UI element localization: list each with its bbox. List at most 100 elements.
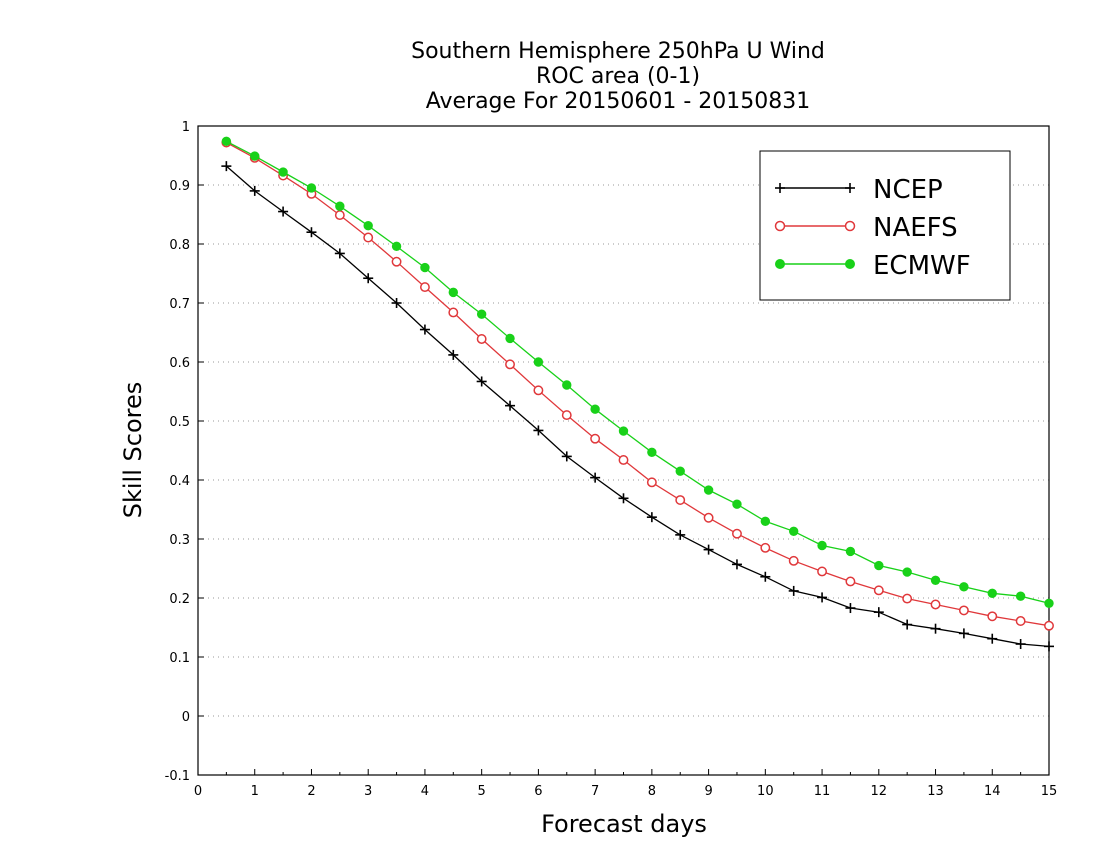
- y-axis: -0.1 0 0.1 0.2 0.3 0.4 0.5 0.6 0.7 0.8 0.9 1: [165, 120, 204, 784]
- data-point-naefs: [561, 410, 572, 421]
- data-point-naefs: [476, 334, 487, 344]
- data-point-ncep: [561, 451, 572, 462]
- data-point-naefs: [363, 232, 374, 243]
- data-point-naefs: [646, 477, 657, 488]
- data-point-ncep: [249, 185, 260, 196]
- data-point-ncep: [987, 633, 998, 644]
- x-tick-label: 13: [927, 784, 944, 799]
- data-point-ecmwf: [703, 485, 714, 495]
- x-axis-label: Forecast days: [541, 810, 707, 838]
- series-ncep: [221, 161, 1054, 652]
- data-point-ncep: [873, 607, 884, 618]
- data-point-ncep: [845, 603, 856, 614]
- data-point-naefs: [448, 307, 459, 318]
- legend-marker-naefs: [844, 220, 856, 232]
- legend-marker-ncep: [775, 183, 785, 193]
- data-point-ecmwf: [760, 516, 771, 526]
- y-tick-label: 0.8: [169, 238, 190, 253]
- x-tick-label: 0: [194, 784, 202, 799]
- x-tick-label: 8: [648, 784, 656, 799]
- data-point-ecmwf: [959, 582, 969, 592]
- data-point-ecmwf: [618, 426, 629, 436]
- legend-label-ecmwf: ECMWF: [873, 251, 971, 281]
- data-point-ecmwf: [845, 546, 856, 557]
- data-point-ncep: [731, 559, 742, 570]
- grid: [198, 184, 1049, 717]
- data-point-ncep: [278, 206, 289, 217]
- series-ecmwf: [221, 136, 1054, 609]
- x-tick-label: 5: [478, 784, 486, 799]
- title-line-3: Average For 20150601 - 20150831: [426, 89, 811, 114]
- series-naefs: [221, 137, 1054, 631]
- data-point-naefs: [987, 611, 998, 622]
- y-tick-label: 0.9: [169, 179, 190, 194]
- data-point-ecmwf: [391, 241, 402, 252]
- data-point-ecmwf: [363, 221, 373, 231]
- title-line-2: ROC area (0-1): [536, 64, 700, 89]
- data-point-ecmwf: [874, 560, 884, 571]
- y-tick-label: -0.1: [165, 769, 190, 784]
- y-tick-label: 0.4: [169, 474, 190, 489]
- data-point-naefs: [760, 542, 771, 553]
- y-tick-label: 0.5: [169, 415, 190, 430]
- x-tick-label: 11: [814, 784, 831, 799]
- data-point-ecmwf: [647, 447, 657, 457]
- data-point-naefs: [419, 282, 430, 293]
- data-point-ecmwf: [789, 526, 799, 537]
- data-point-ecmwf: [817, 540, 827, 551]
- x-tick-label: 3: [364, 784, 372, 799]
- data-point-naefs: [845, 576, 856, 587]
- data-point-naefs: [703, 512, 714, 523]
- legend-label-naefs: NAEFS: [873, 213, 958, 243]
- x-tick-label: 2: [307, 784, 315, 799]
- x-tick-label: 1: [251, 784, 259, 799]
- y-tick-label: 0.2: [169, 592, 190, 607]
- series-line-ecmwf: [226, 140, 1050, 604]
- data-point-naefs: [505, 359, 515, 370]
- data-point-ncep: [334, 248, 345, 259]
- legend-marker-ecmwf: [845, 259, 855, 269]
- data-point-ecmwf: [420, 262, 430, 273]
- data-point-naefs: [1044, 620, 1054, 631]
- x-tick-label: 12: [871, 784, 888, 799]
- x-tick-label: 7: [591, 784, 599, 799]
- data-point-ncep: [306, 227, 317, 238]
- data-point-ecmwf: [533, 357, 544, 367]
- data-point-ncep: [391, 298, 402, 308]
- data-point-ecmwf: [448, 287, 458, 298]
- data-point-ecmwf: [675, 466, 685, 476]
- data-point-ecmwf: [278, 167, 288, 177]
- y-tick-label: 1: [182, 120, 190, 135]
- data-point-naefs: [391, 256, 402, 267]
- data-point-ecmwf: [476, 309, 487, 319]
- data-point-ncep: [1044, 641, 1054, 652]
- data-point-ecmwf: [930, 575, 941, 585]
- legend-marker-naefs: [774, 220, 786, 232]
- title-line-1: Southern Hemisphere 250hPa U Wind: [411, 39, 825, 64]
- data-point-ncep: [902, 619, 913, 630]
- data-point-ncep: [618, 493, 629, 504]
- legend: NCEP NAEFS ECMWF: [759, 150, 1011, 301]
- data-point-ncep: [476, 376, 487, 387]
- x-tick-label: 14: [984, 784, 1001, 799]
- data-point-ncep: [448, 349, 459, 360]
- data-point-ncep: [1015, 639, 1026, 650]
- data-point-ncep: [590, 472, 601, 483]
- data-point-naefs: [732, 528, 742, 539]
- y-tick-label: 0: [182, 710, 190, 725]
- data-point-naefs: [334, 210, 345, 221]
- data-point-ecmwf: [562, 380, 572, 390]
- chart-title: Southern Hemisphere 250hPa U Wind ROC ar…: [411, 39, 825, 114]
- data-point-naefs: [958, 605, 969, 616]
- x-tick-label: 9: [704, 784, 712, 799]
- y-tick-label: 0.6: [169, 356, 190, 371]
- data-point-ecmwf: [250, 151, 260, 161]
- data-point-ecmwf: [1044, 598, 1054, 609]
- data-point-ncep: [533, 425, 544, 436]
- data-point-naefs: [788, 555, 799, 566]
- data-point-naefs: [675, 495, 686, 506]
- x-tick-label: 4: [421, 784, 429, 799]
- y-axis-label: Skill Scores: [119, 382, 147, 519]
- data-point-ecmwf: [987, 588, 997, 598]
